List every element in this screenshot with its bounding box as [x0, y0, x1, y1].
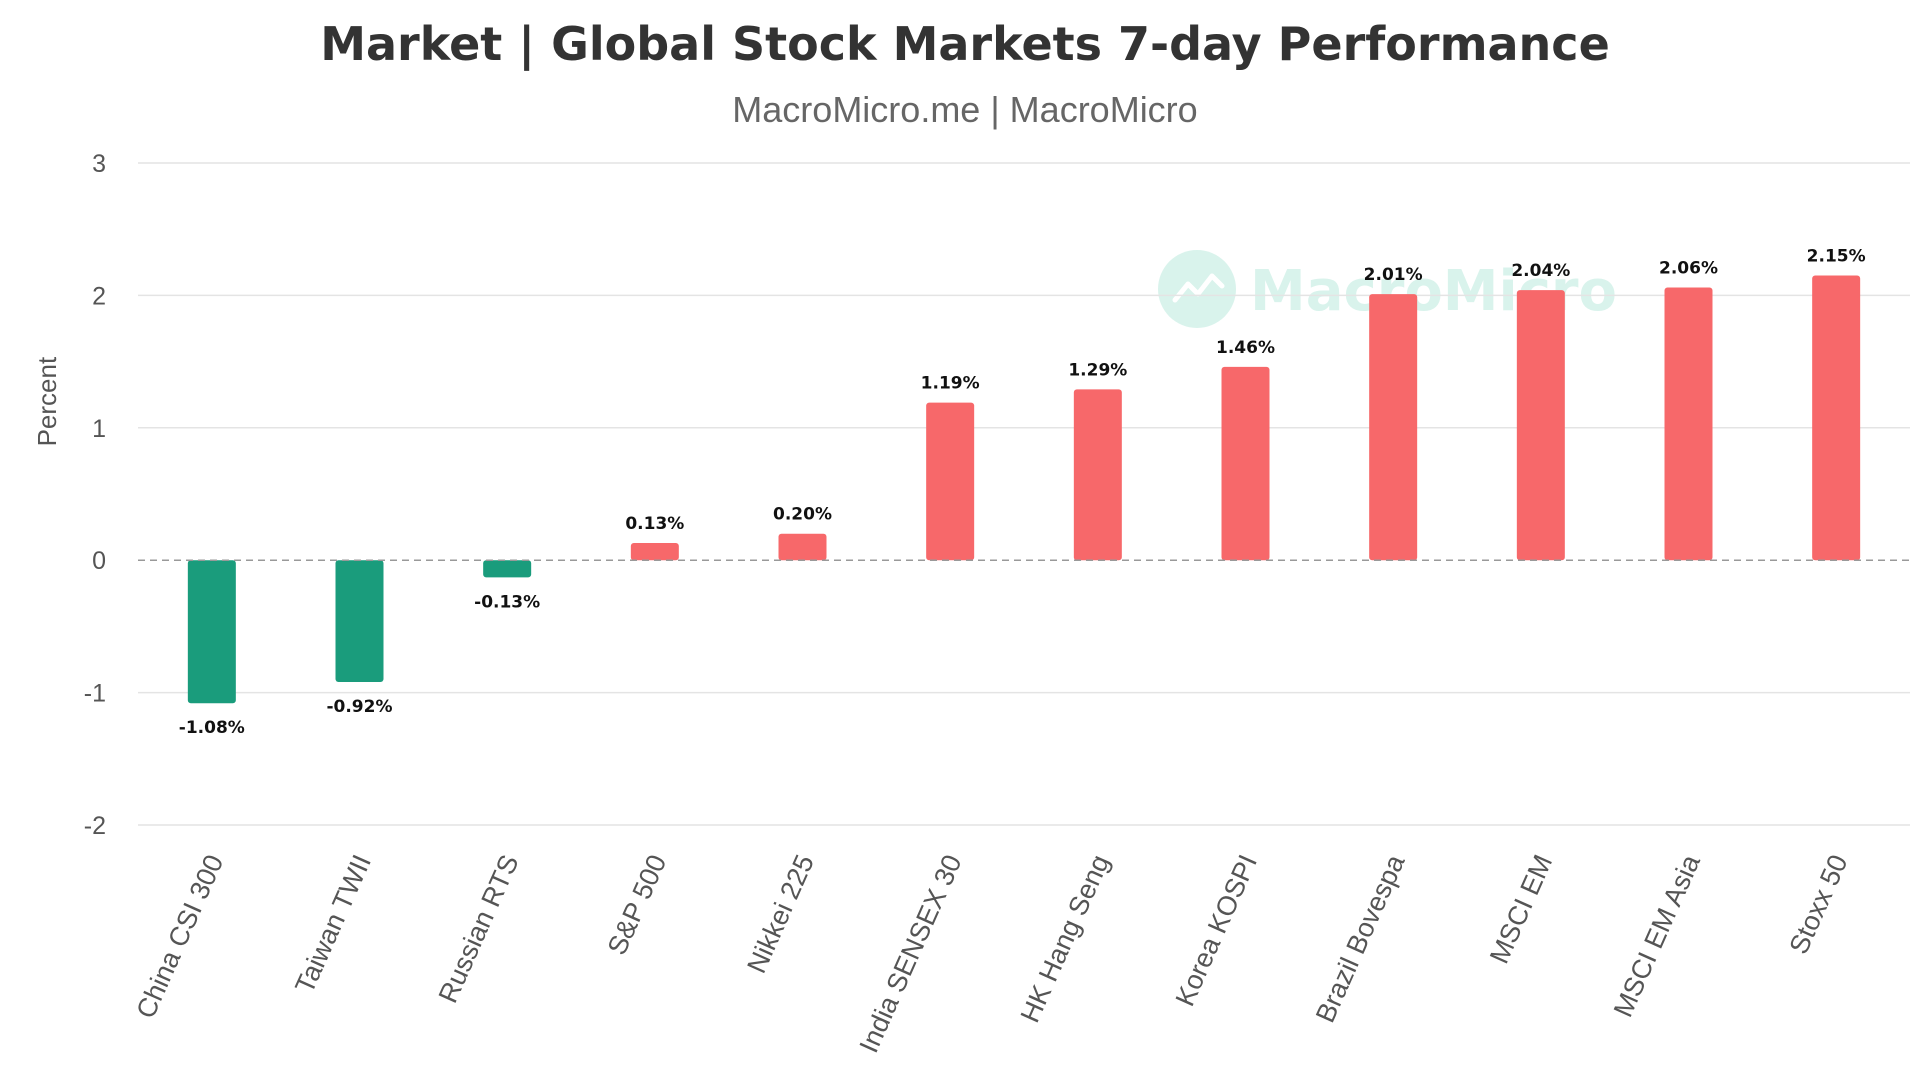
y-tick-label: 1: [92, 415, 106, 443]
data-label: 0.20%: [773, 505, 832, 525]
y-axis-label: Percent: [32, 356, 62, 446]
x-category-label: HK Hang Seng: [1015, 850, 1116, 1027]
data-label: 1.46%: [1216, 338, 1275, 358]
data-label: -0.92%: [326, 697, 392, 717]
y-tick-label: 2: [92, 282, 106, 310]
x-category-label: Stoxx 50: [1784, 850, 1854, 958]
bar-s-p-500: [630, 542, 679, 561]
data-label: 2.04%: [1511, 261, 1570, 281]
watermark-logo-icon: [1158, 250, 1236, 328]
y-tick-label: -2: [84, 812, 106, 840]
data-label: 2.15%: [1807, 247, 1866, 267]
bar-hk-hang-seng: [1073, 389, 1122, 561]
x-category-label: MSCI EM Asia: [1608, 849, 1707, 1021]
bar-china-csi-300: [187, 560, 236, 704]
bar-msci-em-asia: [1664, 287, 1713, 561]
gridlines: [138, 162, 1910, 826]
bar-nikkei-225: [778, 533, 827, 561]
x-category-label: MSCI EM: [1484, 850, 1558, 968]
bar-stoxx-50: [1812, 275, 1861, 561]
data-label: 2.06%: [1659, 258, 1718, 278]
bar-brazil-bovespa: [1369, 294, 1418, 561]
data-labels: -1.08% -0.92% -0.13% 0.13% 0.20% 1.19% 1.29% 1.…: [179, 247, 1866, 739]
data-label: 1.29%: [1068, 360, 1127, 380]
bars: [187, 275, 1861, 704]
x-category-label: Nikkei 225: [741, 850, 820, 977]
x-axis-categories: China CSI 300 Taiwan TWII Russian RTS S&P 5…: [130, 849, 1853, 1057]
x-category-label: India SENSEX 30: [854, 850, 968, 1057]
x-category-label: Korea KOSPI: [1170, 850, 1263, 1010]
y-tick-label: 3: [92, 150, 106, 178]
data-label: 2.01%: [1364, 265, 1423, 285]
x-category-label: Brazil Bovespa: [1310, 849, 1411, 1027]
bar-taiwan-twii: [335, 560, 384, 683]
chart-subtitle: MacroMicro.me | MacroMicro: [732, 89, 1197, 130]
chart-title: Market | Global Stock Markets 7-day Perf…: [320, 17, 1610, 72]
data-label: 0.13%: [625, 514, 684, 534]
bar-russian-rts: [483, 560, 532, 578]
watermark-trend-icon: [1172, 273, 1225, 303]
x-category-label: China CSI 300: [130, 850, 229, 1023]
data-label: -0.13%: [474, 592, 540, 612]
data-label: -1.08%: [179, 718, 245, 738]
bar-korea-kospi: [1221, 366, 1270, 561]
bar-india-sensex-30: [926, 402, 975, 561]
bar-msci-em: [1516, 290, 1565, 561]
data-label: 1.19%: [921, 374, 980, 394]
y-tick-label: 0: [92, 547, 106, 575]
y-axis-ticks: 3 2 1 0 -1 -2: [84, 150, 106, 840]
y-tick-label: -1: [84, 680, 106, 708]
x-category-label: S&P 500: [602, 850, 673, 959]
x-category-label: Russian RTS: [433, 850, 525, 1007]
x-category-label: Taiwan TWII: [289, 850, 377, 997]
